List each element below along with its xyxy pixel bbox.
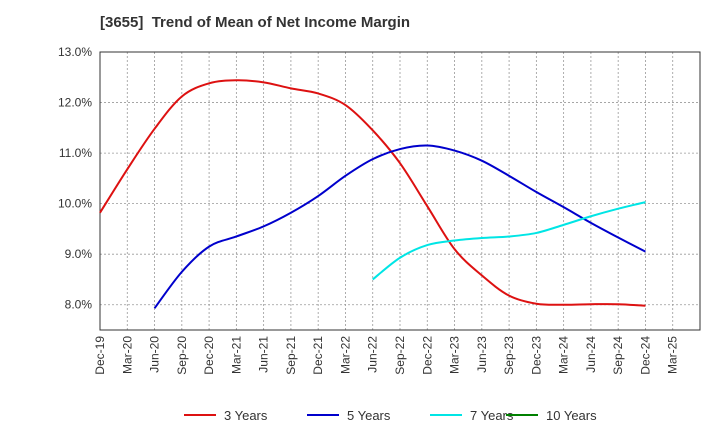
x-tick-label: Dec-23 [529, 336, 543, 375]
x-tick-label: Mar-20 [120, 336, 134, 374]
y-tick-label: 12.0% [58, 96, 92, 110]
series-line-5-years [153, 144, 646, 309]
y-tick-label: 9.0% [65, 247, 93, 261]
legend: 3 Years 5 Years 7 Years 10 Years [184, 408, 597, 423]
x-tick-label: Sep-22 [393, 336, 407, 375]
x-tick-label: Dec-24 [638, 336, 652, 375]
legend-label-3-years: 3 Years [224, 408, 268, 423]
x-tick-label: Mar-25 [666, 336, 680, 374]
x-tick-label: Sep-20 [175, 336, 189, 375]
series-line-7-years [372, 201, 646, 281]
legend-label-5-years: 5 Years [347, 408, 391, 423]
x-tick-label: Dec-21 [311, 336, 325, 375]
x-tick-label: Mar-21 [229, 336, 243, 374]
x-tick-label: Jun-21 [257, 336, 271, 373]
x-tick-label: Mar-23 [448, 336, 462, 374]
x-tick-label: Sep-23 [502, 336, 516, 375]
legend-label-10-years: 10 Years [546, 408, 597, 423]
x-axis-tick-labels: Dec-19 Mar-20 Jun-20 Sep-20 Dec-20 Mar-21 Jun-… [93, 336, 680, 375]
x-tick-label: Jun-24 [584, 336, 598, 373]
x-tick-label: Dec-20 [202, 336, 216, 375]
x-tick-label: Dec-19 [93, 336, 107, 375]
grid-lines [100, 51, 701, 330]
y-tick-label: 10.0% [58, 197, 92, 211]
y-tick-label: 8.0% [65, 298, 93, 312]
x-tick-label: Jun-20 [148, 336, 162, 373]
x-tick-label: Sep-21 [284, 336, 298, 375]
x-tick-label: Jun-22 [366, 336, 380, 373]
y-tick-label: 11.0% [59, 146, 92, 160]
chart-title: [3655] Trend of Mean of Net Income Margi… [100, 14, 411, 31]
x-tick-label: Mar-22 [338, 336, 352, 374]
x-tick-label: Mar-24 [557, 336, 571, 374]
series-lines [99, 79, 646, 309]
x-tick-label: Jun-23 [475, 336, 489, 373]
x-tick-label: Sep-24 [611, 336, 625, 375]
y-tick-label: 13.0% [58, 45, 92, 59]
x-tick-label: Dec-22 [420, 336, 434, 375]
y-axis-tick-labels: 8.0% 9.0% 10.0% 11.0% 12.0% 13.0% [58, 45, 92, 312]
legend-label-7-years: 7 Years [470, 408, 514, 423]
plot-area [99, 51, 701, 331]
series-line-3-years [99, 79, 646, 307]
